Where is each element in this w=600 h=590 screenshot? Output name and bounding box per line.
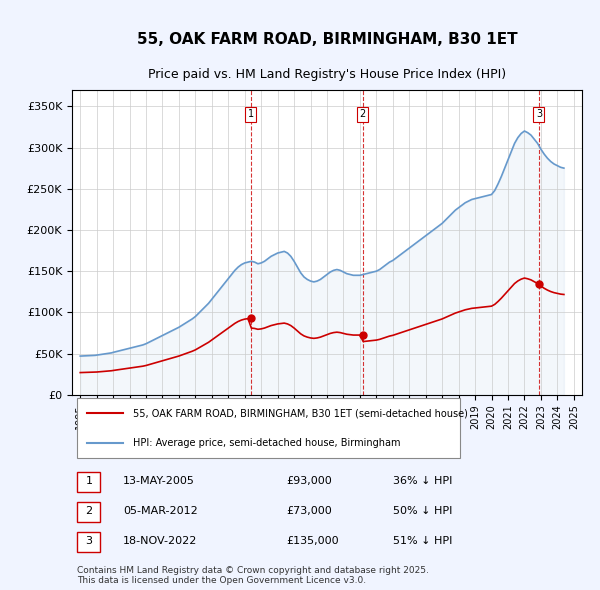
FancyBboxPatch shape bbox=[77, 503, 100, 522]
Text: HPI: Average price, semi-detached house, Birmingham: HPI: Average price, semi-detached house,… bbox=[133, 438, 401, 448]
Text: 3: 3 bbox=[85, 536, 92, 546]
Text: 18-NOV-2022: 18-NOV-2022 bbox=[123, 536, 197, 546]
Text: 2: 2 bbox=[359, 109, 366, 119]
Text: 3: 3 bbox=[536, 109, 542, 119]
Text: 13-MAY-2005: 13-MAY-2005 bbox=[123, 476, 195, 486]
Text: 50% ↓ HPI: 50% ↓ HPI bbox=[394, 506, 452, 516]
Text: 55, OAK FARM ROAD, BIRMINGHAM, B30 1ET: 55, OAK FARM ROAD, BIRMINGHAM, B30 1ET bbox=[137, 32, 517, 47]
Text: 55, OAK FARM ROAD, BIRMINGHAM, B30 1ET (semi-detached house): 55, OAK FARM ROAD, BIRMINGHAM, B30 1ET (… bbox=[133, 408, 468, 418]
Text: 36% ↓ HPI: 36% ↓ HPI bbox=[394, 476, 452, 486]
Text: £135,000: £135,000 bbox=[286, 536, 339, 546]
Text: 1: 1 bbox=[85, 476, 92, 486]
Text: Contains HM Land Registry data © Crown copyright and database right 2025.
This d: Contains HM Land Registry data © Crown c… bbox=[77, 566, 429, 585]
Text: 51% ↓ HPI: 51% ↓ HPI bbox=[394, 536, 452, 546]
Text: £73,000: £73,000 bbox=[286, 506, 332, 516]
FancyBboxPatch shape bbox=[77, 532, 100, 552]
Text: 2: 2 bbox=[85, 506, 92, 516]
Text: 1: 1 bbox=[248, 109, 254, 119]
FancyBboxPatch shape bbox=[77, 398, 460, 458]
Text: £93,000: £93,000 bbox=[286, 476, 332, 486]
FancyBboxPatch shape bbox=[77, 473, 100, 493]
Text: Price paid vs. HM Land Registry's House Price Index (HPI): Price paid vs. HM Land Registry's House … bbox=[148, 68, 506, 81]
Text: 05-MAR-2012: 05-MAR-2012 bbox=[123, 506, 198, 516]
